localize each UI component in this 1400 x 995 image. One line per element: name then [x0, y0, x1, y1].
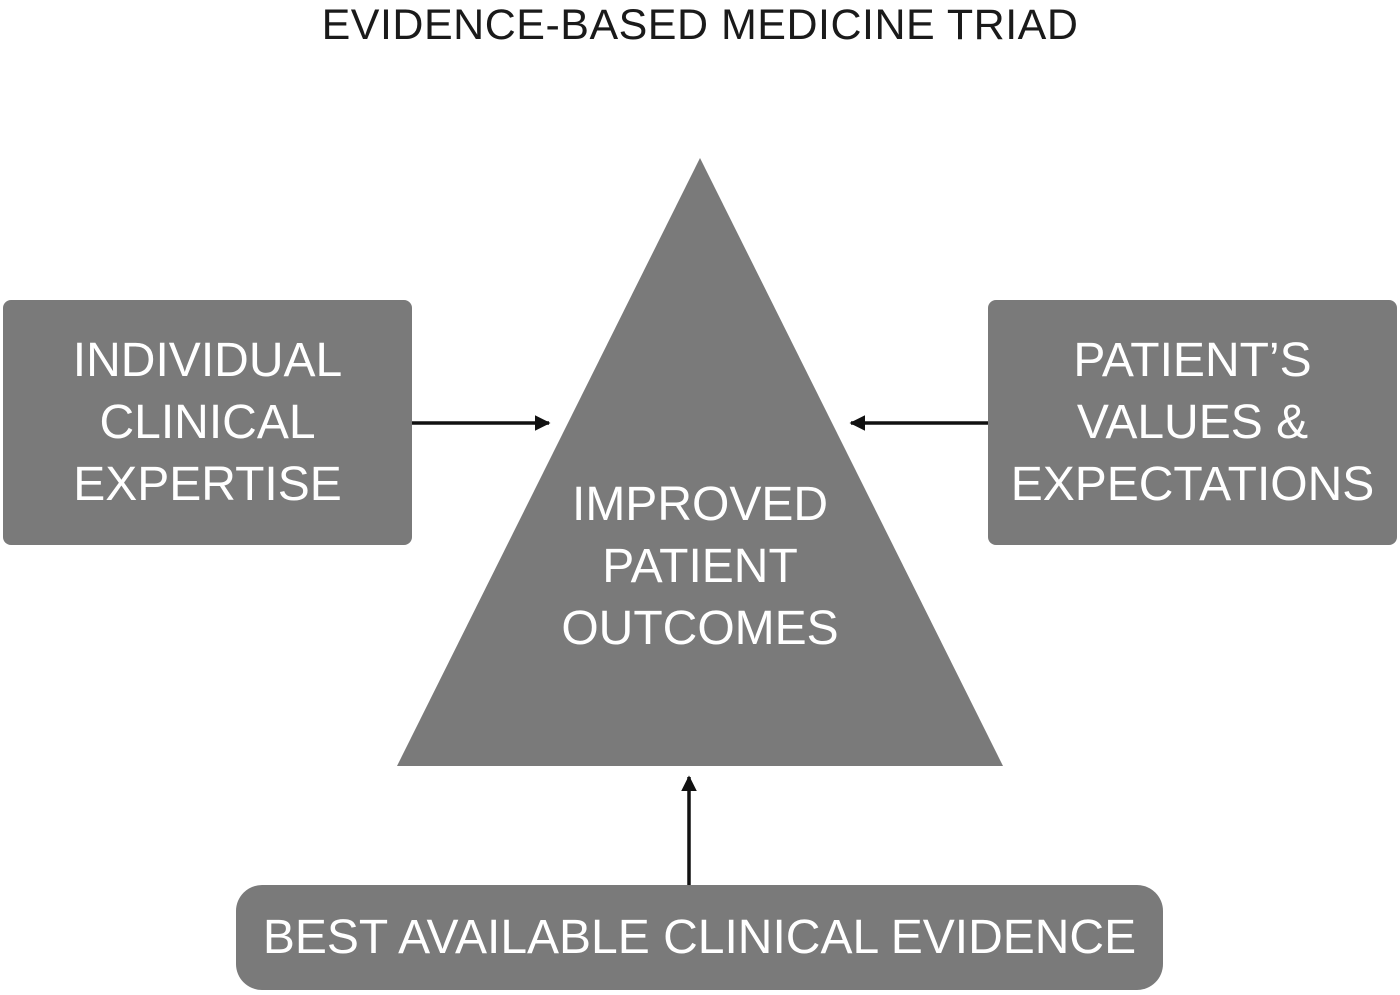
- clinical-expertise-box: INDIVIDUAL CLINICAL EXPERTISE: [3, 300, 412, 545]
- clinical-expertise-label: INDIVIDUAL CLINICAL EXPERTISE: [73, 330, 342, 516]
- clinical-evidence-box: BEST AVAILABLE CLINICAL EVIDENCE: [236, 885, 1163, 990]
- left-line-2: CLINICAL: [99, 395, 316, 449]
- patient-values-label: PATIENT’S VALUES & EXPECTATIONS: [1011, 330, 1375, 516]
- right-line-1: PATIENT’S: [1073, 333, 1312, 387]
- outcomes-triangle: [397, 158, 1003, 766]
- left-line-3: EXPERTISE: [73, 457, 342, 511]
- left-line-1: INDIVIDUAL: [72, 333, 343, 387]
- clinical-evidence-label: BEST AVAILABLE CLINICAL EVIDENCE: [262, 910, 1137, 964]
- patient-values-box: PATIENT’S VALUES & EXPECTATIONS: [988, 300, 1397, 545]
- center-line-1: IMPROVED: [571, 478, 829, 531]
- center-outcomes-label: IMPROVED PATIENT OUTCOMES: [500, 474, 900, 660]
- diagram-title: EVIDENCE-BASED MEDICINE TRIAD: [321, 1, 1079, 49]
- right-line-2: VALUES &: [1076, 395, 1309, 449]
- center-line-2: PATIENT: [602, 540, 798, 593]
- center-line-3: OUTCOMES: [561, 602, 839, 655]
- right-line-3: EXPECTATIONS: [1010, 457, 1375, 511]
